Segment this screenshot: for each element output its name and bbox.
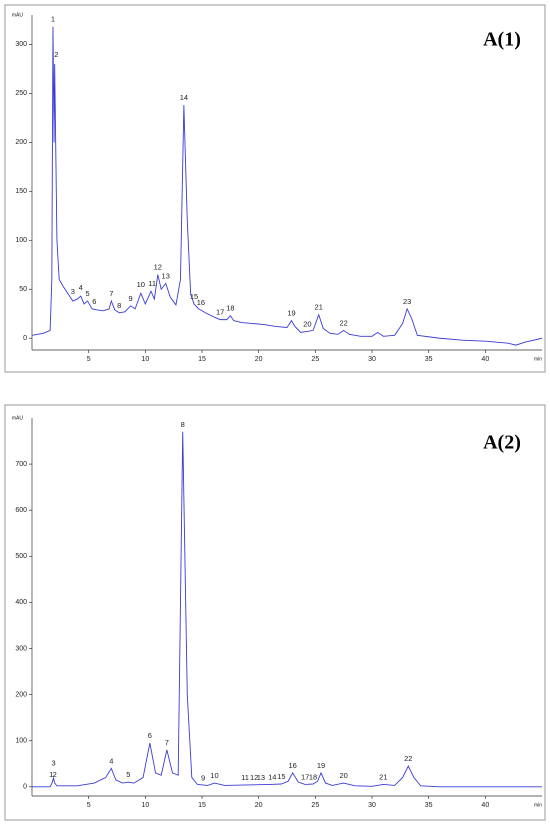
y-tick-label: 150 <box>15 188 27 195</box>
x-tick-label: 40 <box>481 802 489 809</box>
peak-label: 14 <box>268 772 276 781</box>
chromatogram-trace <box>32 431 542 788</box>
y-tick-label: 100 <box>15 237 27 244</box>
y-tick-label: 700 <box>15 461 27 468</box>
peak-label: 8 <box>117 301 121 310</box>
peak-label: 21 <box>315 303 323 312</box>
peak-label: 13 <box>257 773 265 782</box>
peak-label: 5 <box>126 770 130 779</box>
panel-title: A(2) <box>483 432 521 454</box>
peak-label: 19 <box>317 761 325 770</box>
y-tick-label: 200 <box>15 691 27 698</box>
peak-label: 23 <box>403 297 411 306</box>
peak-label: 9 <box>129 294 133 303</box>
peak-label: 14 <box>180 93 188 102</box>
x-tick-label: 15 <box>198 356 206 363</box>
chromatogram-trace <box>31 26 543 346</box>
peak-label: 7 <box>109 289 113 298</box>
peak-label: 12 <box>154 263 162 272</box>
peak-label: 17 <box>216 308 224 317</box>
x-tick-label: 5 <box>87 802 91 809</box>
peak-label: 6 <box>92 297 96 306</box>
peak-label: 19 <box>287 309 295 318</box>
peak-label: 4 <box>79 283 83 292</box>
x-tick-label: 35 <box>425 802 433 809</box>
peak-label: 10 <box>137 280 145 289</box>
x-tick-label: 25 <box>311 356 319 363</box>
x-tick-label: 35 <box>425 356 433 363</box>
peak-label: 17 <box>301 772 309 781</box>
x-tick-label: 20 <box>255 356 263 363</box>
peak-label: 2 <box>54 50 58 59</box>
peak-label: 4 <box>109 756 113 765</box>
peak-label: 18 <box>309 772 317 781</box>
x-axis-label: min <box>534 356 542 362</box>
panel-frame <box>4 4 546 373</box>
peak-label: 16 <box>288 761 296 770</box>
x-tick-label: 5 <box>87 356 91 363</box>
x-tick-label: 20 <box>255 802 263 809</box>
x-axis-label: min <box>534 802 542 808</box>
peak-label: 7 <box>165 738 169 747</box>
x-tick-label: 40 <box>481 356 489 363</box>
peak-label: 10 <box>210 771 218 780</box>
peak-label: 3 <box>71 287 75 296</box>
panel-title: A(1) <box>483 29 521 51</box>
y-tick-label: 600 <box>15 507 27 514</box>
peak-label: 16 <box>197 298 205 307</box>
x-tick-label: 10 <box>141 802 149 809</box>
y-tick-label: 200 <box>15 139 27 146</box>
peak-label: 3 <box>51 759 55 768</box>
y-tick-label: 300 <box>15 645 27 652</box>
peak-label: 1 <box>49 770 53 779</box>
y-tick-label: 500 <box>15 553 27 560</box>
peak-label: 22 <box>404 754 412 763</box>
peak-label: 9 <box>201 773 205 782</box>
peak-label: 6 <box>148 731 152 740</box>
y-tick-label: 250 <box>15 90 27 97</box>
x-tick-label: 15 <box>198 802 206 809</box>
peak-label: 12 <box>250 773 258 782</box>
peak-label: 15 <box>277 772 285 781</box>
y-tick-label: 0 <box>23 335 27 342</box>
peak-label: 1 <box>51 15 55 24</box>
peak-label: 11 <box>148 279 156 288</box>
x-tick-label: 30 <box>368 802 376 809</box>
peak-label: 8 <box>181 420 185 429</box>
y-tick-label: 100 <box>15 738 27 745</box>
peak-label: 20 <box>339 771 347 780</box>
y-tick-label: 0 <box>23 784 27 791</box>
peak-label: 13 <box>162 271 170 280</box>
peak-label: 20 <box>303 319 311 328</box>
peak-label: 18 <box>226 304 234 313</box>
peak-label: 21 <box>379 772 387 781</box>
peak-label: 5 <box>85 289 89 298</box>
panel-frame <box>4 404 546 821</box>
x-tick-label: 10 <box>141 356 149 363</box>
peak-label: 2 <box>53 770 57 779</box>
peak-label: 22 <box>339 318 347 327</box>
y-tick-label: 300 <box>15 41 27 48</box>
peak-label: 11 <box>241 773 249 782</box>
x-tick-label: 30 <box>368 356 376 363</box>
y-axis-label: mAU <box>12 415 24 421</box>
y-tick-label: 50 <box>19 286 27 293</box>
y-axis-label: mAU <box>12 12 24 18</box>
peak-label: 15 <box>190 292 198 301</box>
y-tick-label: 400 <box>15 599 27 606</box>
x-tick-label: 25 <box>311 802 319 809</box>
